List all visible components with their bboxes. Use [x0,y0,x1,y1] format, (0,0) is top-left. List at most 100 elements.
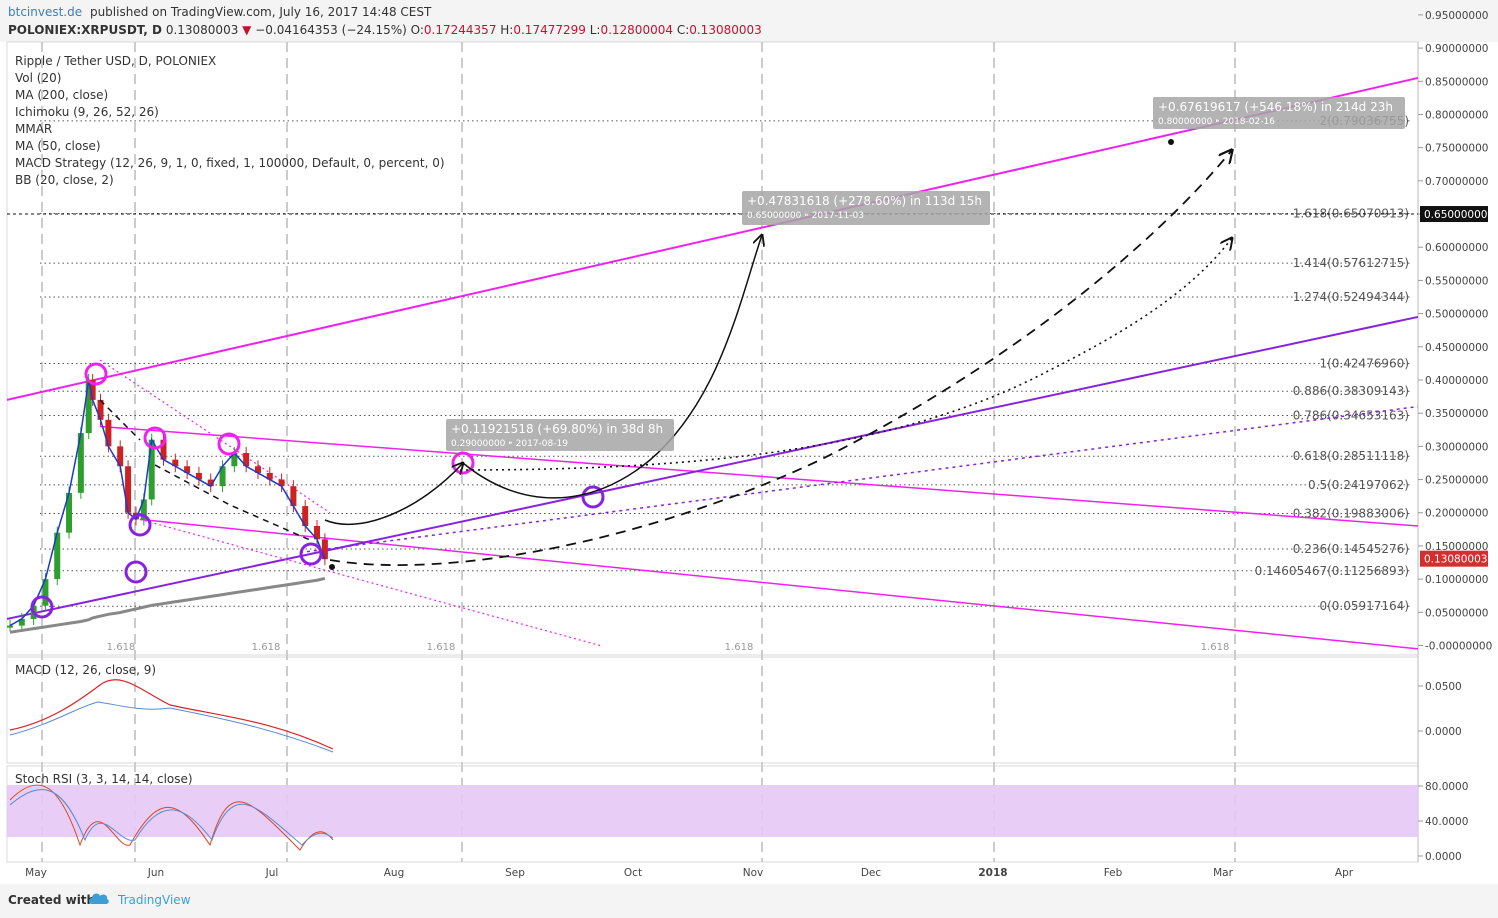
stoch-tick-label: 40.0000 [1425,816,1468,828]
price-candle [278,479,285,487]
rising-support-line [6,315,1419,620]
fib-level-label: 0.618(0.28511118) [1293,449,1409,463]
x-axis-label: Oct [624,867,642,879]
x-axis-label: Feb [1104,867,1123,879]
close-label: C: [676,23,690,37]
stoch-tick-label: 80.0000 [1425,781,1468,793]
price-candle [231,452,238,467]
price-candle [66,492,73,533]
last-price: 0.13080003 [165,23,239,37]
stoch-d-line [9,789,334,846]
macd-panel-label[interactable]: MACD (12, 26, close, 9) [15,663,157,677]
legend-item[interactable]: MMAR [15,122,53,136]
macd-signal-line [9,679,334,750]
pattern-circle-marker [84,362,108,386]
stoch-k-line [9,784,334,851]
last-price-tag [1420,550,1488,567]
pattern-circle-marker [217,432,241,456]
price-candle [125,466,132,513]
fib-time-label: 1.618 [725,642,754,653]
projection-tooltip-line1: +0.11921518 (+69.80%) in 38d 8h [451,422,663,436]
price-candle [172,459,179,467]
legend-item[interactable]: MA (50, close) [15,139,101,153]
price-candle [219,466,226,487]
legend-item[interactable]: MACD Strategy (12, 26, 9, 1, 0, fixed, 1… [15,156,445,170]
high-label: H: [500,23,514,37]
pattern-circle-marker [30,595,54,619]
legend-item[interactable]: BB (20, close, 2) [15,173,114,187]
legend-item[interactable]: Ichimoku (9, 26, 52, 26) [15,105,159,119]
close-value: 0.13080003 [689,23,762,37]
price-candle [314,526,321,540]
target-point [1168,139,1174,145]
fib-level-label: 1(0.42476960) [1319,357,1409,371]
site-link[interactable]: btcinvest.de [8,5,83,19]
price-candle [89,379,96,400]
price-candle [148,439,155,500]
fib-level-label: 1.618(0.65070913) [1293,207,1409,221]
footer: Created with TradingView [0,884,1498,918]
projection-arrow-2 [462,235,762,499]
fib-level-label: 1.414(0.57612715) [1293,256,1409,270]
projection-tooltip-line1: +0.47831618 (+278.60%) in 113d 15h [747,194,982,208]
y-tick-label: 0.80000000 [1425,109,1488,121]
legend-item[interactable]: MA (200, close) [15,88,109,102]
decline-path [99,399,311,541]
dotted-support-line [299,405,1419,554]
symbol-label: POLONIEX:XRPUSDT, D [8,23,162,37]
projection-tooltip-box [1153,97,1405,129]
stoch-overbought-band [7,785,1418,837]
x-axis-label: Aug [384,867,405,879]
macd-tick-label: 0.0000 [1425,726,1462,738]
price-candle [266,472,273,480]
y-tick-label: 0.10000000 [1425,574,1488,586]
y-tick-label: 0.70000000 [1425,176,1488,188]
x-axis-label: Jul [265,867,279,879]
stoch-panel-label[interactable]: Stoch RSI (3, 3, 14, 14, close) [15,772,193,786]
projection-tooltip-box [446,419,674,451]
x-axis-label: Apr [1335,867,1354,879]
fib-level-label: 0.236(0.14545276) [1293,542,1409,556]
fib-time-label: 1.618 [107,642,136,653]
y-tick-label: 0.40000000 [1425,375,1488,387]
fib-level-label: 0(0.05917164) [1319,599,1409,613]
low-value: 0.12800004 [600,23,673,37]
open-label: O: [410,23,424,37]
indicator-legend: Ripple / Tether USD, D, POLONIEX Vol (20… [15,53,445,189]
fib-level-label: 0.886(0.38309143) [1293,384,1409,398]
start-point [329,564,335,570]
mid-channel-line [99,425,1419,527]
fib-level-label: 0.5(0.24197062) [1308,478,1409,492]
y-tick-label: 0.25000000 [1425,475,1488,487]
price-candle [302,506,309,527]
price-candle [243,452,250,467]
upper-channel-line [6,76,1419,401]
projection-tooltip-line2: 0.65000000 ⁍ 2017-11-03 [747,211,864,221]
legend-item[interactable]: Ripple / Tether USD, D, POLONIEX [15,54,217,68]
tradingview-link[interactable]: TradingView [118,893,191,907]
open-value: 0.17244357 [423,23,497,37]
projection-arrow-1 [324,463,463,525]
dotted-decline-line [139,518,601,647]
price-candle [97,399,104,420]
down-arrow-icon: ▼ [242,23,252,37]
stoch-tick-label: 0.0000 [1425,851,1462,863]
ohlc-line: POLONIEX:XRPUSDT, D 0.13080003 ▼ −0.0416… [8,23,762,37]
y-tick-label: 0.15000000 [1425,541,1488,553]
ma200-line [9,576,326,634]
price-candle [42,579,49,606]
legend-item[interactable]: Vol (20) [15,71,62,85]
y-tick-label: 0.55000000 [1425,275,1488,287]
x-axis-label: Mar [1213,867,1233,879]
price-candle [117,446,124,467]
y-tick-label: 0.30000000 [1425,441,1488,453]
ma50-line [9,379,326,627]
price-candle [85,379,92,434]
macd-pane-frame [6,656,1419,764]
pattern-circle-marker [128,513,152,537]
published-text: published on TradingView.com, July 16, 2… [89,5,432,19]
price-candle [77,433,84,493]
x-axis-label: Dec [861,867,882,879]
price-candle [7,625,13,628]
